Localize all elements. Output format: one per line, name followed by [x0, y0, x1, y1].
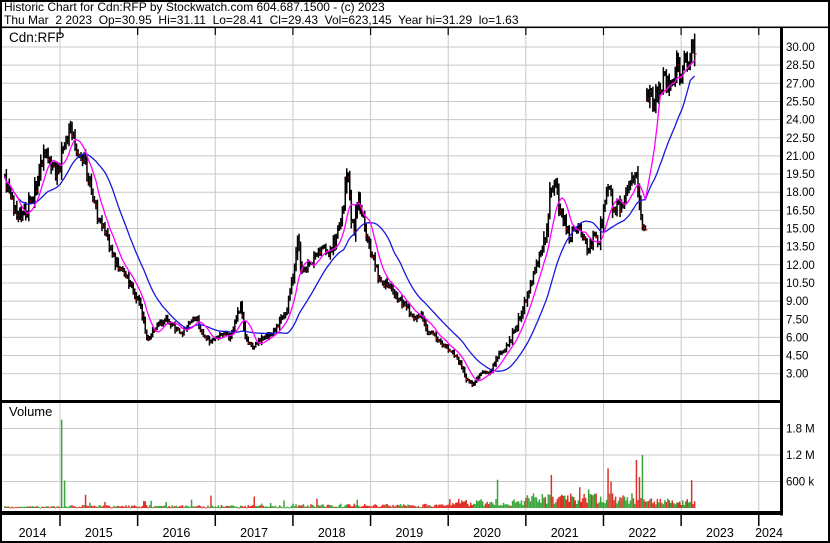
price-axis-label: 27.00 [786, 78, 815, 90]
year-axis-label: 2024 [755, 526, 783, 540]
price-axis-label: 4.50 [786, 351, 808, 363]
year-axis-label: 2020 [473, 526, 501, 540]
price-axis-label: 19.50 [786, 169, 815, 181]
price-axis-label: 28.50 [786, 60, 815, 72]
volume-axis-label: 1.2 M [786, 450, 815, 462]
year-axis-label: 2015 [85, 526, 113, 540]
price-axis-label: 12.00 [786, 260, 815, 272]
price-axis-label: 24.00 [786, 115, 815, 127]
price-axis-label: 10.50 [786, 278, 815, 290]
price-axis-label: 30.00 [786, 42, 815, 54]
price-axis-label: 7.50 [786, 314, 808, 326]
price-axis-label: 15.00 [786, 224, 815, 236]
volume-axis-label: 1.8 M [786, 424, 815, 436]
price-axis-label: 21.00 [786, 151, 815, 163]
year-axis-label: 2021 [551, 526, 579, 540]
year-axis-label: 2023 [706, 526, 734, 540]
price-axis-label: 6.00 [786, 332, 808, 344]
price-axis-label: 16.50 [786, 205, 815, 217]
price-bars [4, 33, 697, 387]
quote-summary-line: Thu Mar 2 2023 Op=30.95 Hi=31.11 Lo=28.4… [4, 13, 519, 27]
chart-title: Historic Chart for Cdn:RFP by Stockwatch… [4, 0, 385, 14]
year-axis-label: 2014 [19, 526, 47, 540]
moving-average-lines [4, 59, 696, 382]
year-axis-label: 2018 [318, 526, 346, 540]
price-axis-label: 22.50 [786, 133, 815, 145]
volume-axis-label: 600 k [786, 477, 814, 489]
year-axis-label: 2016 [163, 526, 191, 540]
ma-30-week-line [4, 75, 696, 372]
gridlines [2, 28, 780, 511]
price-axis-label: 3.00 [786, 369, 808, 381]
price-axis-label: 9.00 [786, 296, 808, 308]
price-axis-label: 18.00 [786, 187, 815, 199]
ma-10-week-line [4, 59, 696, 382]
year-axis-label: 2017 [240, 526, 268, 540]
year-axis-label: 2019 [395, 526, 423, 540]
axis-labels: 30.00 28.50 27.00 25.50 24.00 22.50 21.00 19.50… [19, 42, 815, 540]
year-axis-label: 2022 [628, 526, 656, 540]
volume-pane-label: Volume [9, 404, 53, 419]
price-axis-label: 25.50 [786, 96, 815, 108]
volume-bars [4, 419, 696, 509]
price-axis-label: 13.50 [786, 242, 815, 254]
symbol-label: Cdn:RFP [9, 30, 65, 45]
